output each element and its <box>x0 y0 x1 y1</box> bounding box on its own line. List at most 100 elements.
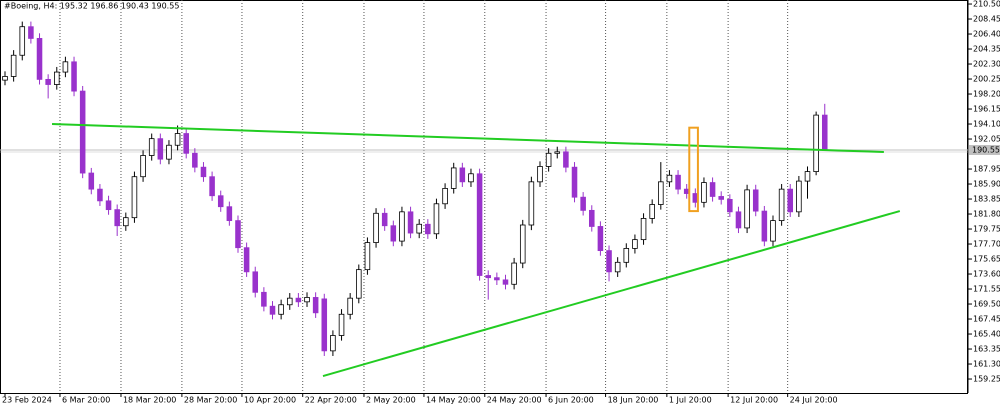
candle-body <box>217 195 224 208</box>
candle-body <box>519 224 526 264</box>
plot-frame <box>0 0 968 394</box>
y-tick-label: 206.40 <box>973 30 1000 39</box>
candle-body <box>45 78 51 85</box>
y-tick-label: 198.20 <box>973 90 1000 99</box>
y-tick-label: 194.10 <box>973 120 1000 129</box>
y-tick-label: 161.30 <box>973 360 1000 369</box>
candle-body <box>425 223 431 235</box>
candle-body <box>157 138 164 160</box>
candle-body <box>813 114 819 172</box>
candle-body <box>338 313 345 336</box>
y-tick-label: 167.45 <box>973 315 1000 324</box>
candle-body <box>97 188 103 202</box>
candle-body <box>442 188 448 205</box>
candle-body <box>675 174 681 190</box>
x-tick-label: 23 Feb 2024 <box>2 396 52 405</box>
candle-body <box>528 181 535 226</box>
candle-body <box>243 247 250 273</box>
candle-body <box>71 61 77 92</box>
candle-body <box>545 152 552 167</box>
x-tick-label: 14 May 20:00 <box>426 396 481 405</box>
candle-body <box>2 76 8 81</box>
y-tick-label: 163.35 <box>973 345 1000 354</box>
candle-body <box>148 138 155 156</box>
price-label: 190.55 <box>972 146 1000 155</box>
candle-body <box>709 182 716 197</box>
candle-body <box>286 297 293 306</box>
candle-body <box>416 223 422 234</box>
y-tick-label: 210.50 <box>973 0 1000 9</box>
x-tick-label: 10 Apr 20:00 <box>244 396 296 405</box>
y-tick-label: 200.25 <box>973 75 1000 84</box>
y-tick-label: 196.15 <box>973 105 1000 114</box>
candle-body <box>666 174 673 183</box>
candle-body <box>589 209 595 227</box>
y-tick-label: 204.35 <box>973 45 1000 54</box>
candle-body <box>347 297 353 315</box>
candle-body <box>511 262 517 285</box>
candle-body <box>166 144 172 160</box>
candle-body <box>632 239 638 249</box>
candle-body <box>735 211 742 229</box>
candle-body <box>752 189 759 212</box>
candle-body <box>131 176 138 219</box>
candle-body <box>19 26 26 56</box>
candle-body <box>200 166 207 178</box>
candle-body <box>88 172 95 190</box>
x-tick-label: 1 Jul 20:00 <box>669 396 712 405</box>
candle-body <box>209 176 215 197</box>
x-tick-label: 28 Mar 20:00 <box>184 396 237 405</box>
candle-body <box>580 196 586 211</box>
candle-body <box>226 206 233 222</box>
x-tick-label: 24 Jul 20:00 <box>790 396 838 405</box>
x-tick-label: 24 May 20:00 <box>487 396 542 405</box>
candle-body <box>114 209 120 227</box>
x-tick-label: 18 Jun 20:00 <box>608 396 659 405</box>
x-tick-label: 12 Jul 20:00 <box>730 396 778 405</box>
y-tick-label: 192.05 <box>973 135 1000 144</box>
y-tick-label: 177.70 <box>973 240 1000 249</box>
y-tick-label: 181.80 <box>973 210 1000 219</box>
candle-body <box>658 181 664 205</box>
candle-body <box>606 250 612 273</box>
candle-body <box>597 226 604 252</box>
candle-body <box>623 248 630 263</box>
candle-body <box>640 218 647 241</box>
candle-body <box>796 180 802 213</box>
x-tick-label: 6 Mar 20:00 <box>62 396 110 405</box>
y-tick-label: 185.90 <box>973 180 1000 189</box>
candle-body <box>321 298 328 352</box>
y-tick-label: 169.50 <box>973 300 1000 309</box>
candle-body <box>278 304 284 315</box>
candle-body <box>485 275 492 279</box>
candle-body <box>778 188 785 222</box>
y-tick-label: 179.75 <box>973 225 1000 234</box>
candle-body <box>502 279 509 285</box>
chart-title: #Boeing, H4: 195.32 196.86 190.43 190.55 <box>4 2 179 11</box>
candle-body <box>54 71 60 85</box>
candle-body <box>381 212 388 227</box>
candle-body <box>105 200 112 211</box>
candle-body <box>468 173 474 183</box>
highlight-box <box>688 126 699 213</box>
candle-body <box>476 173 483 276</box>
y-tick-label: 183.85 <box>973 195 1000 204</box>
candle-body <box>140 155 146 178</box>
candle-body <box>459 167 466 183</box>
x-tick-label: 2 May 20:00 <box>366 396 416 405</box>
y-tick-label: 165.40 <box>973 330 1000 339</box>
trend-line <box>51 123 884 154</box>
candle-body <box>364 242 371 271</box>
candle-body <box>261 291 267 307</box>
candle-body <box>718 196 724 200</box>
candle-body <box>494 277 500 281</box>
candle-body <box>450 167 457 189</box>
candle-body <box>28 26 34 39</box>
candle-body <box>571 166 578 198</box>
candle-body <box>356 269 362 299</box>
y-tick-label: 202.30 <box>973 60 1000 69</box>
trend-line <box>322 210 901 377</box>
y-tick-label: 159.25 <box>973 375 1000 384</box>
candle-body <box>727 198 733 213</box>
